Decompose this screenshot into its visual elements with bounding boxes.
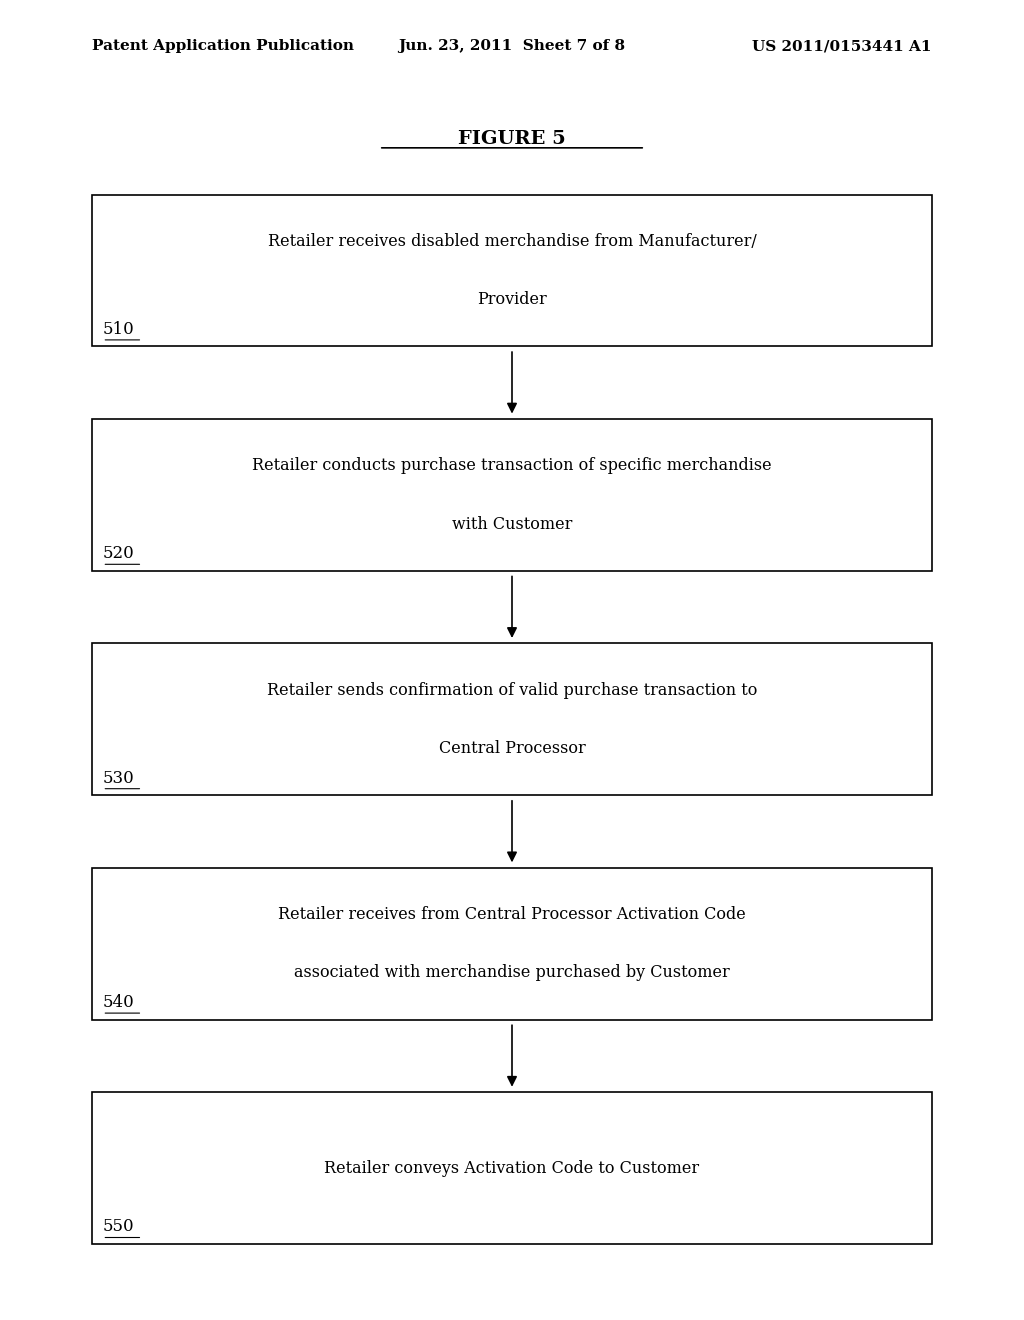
FancyBboxPatch shape <box>92 195 932 346</box>
Text: 510: 510 <box>102 321 134 338</box>
Text: 540: 540 <box>102 994 134 1011</box>
Text: 530: 530 <box>102 770 134 787</box>
Text: with Customer: with Customer <box>452 516 572 532</box>
Text: Retailer conducts purchase transaction of specific merchandise: Retailer conducts purchase transaction o… <box>252 458 772 474</box>
Text: Provider: Provider <box>477 292 547 308</box>
Text: 550: 550 <box>102 1218 134 1236</box>
Text: US 2011/0153441 A1: US 2011/0153441 A1 <box>753 40 932 53</box>
FancyBboxPatch shape <box>92 420 932 570</box>
Text: Retailer conveys Activation Code to Customer: Retailer conveys Activation Code to Cust… <box>325 1160 699 1176</box>
Text: Patent Application Publication: Patent Application Publication <box>92 40 354 53</box>
FancyBboxPatch shape <box>92 1093 932 1243</box>
Text: 520: 520 <box>102 545 134 562</box>
Text: Retailer sends confirmation of valid purchase transaction to: Retailer sends confirmation of valid pur… <box>267 682 757 698</box>
Text: associated with merchandise purchased by Customer: associated with merchandise purchased by… <box>294 965 730 981</box>
Text: Retailer receives from Central Processor Activation Code: Retailer receives from Central Processor… <box>279 907 745 923</box>
Text: FIGURE 5: FIGURE 5 <box>458 129 566 148</box>
FancyBboxPatch shape <box>92 643 932 795</box>
Text: Central Processor: Central Processor <box>438 741 586 756</box>
Text: Retailer receives disabled merchandise from Manufacturer/: Retailer receives disabled merchandise f… <box>267 234 757 249</box>
Text: Jun. 23, 2011  Sheet 7 of 8: Jun. 23, 2011 Sheet 7 of 8 <box>398 40 626 53</box>
FancyBboxPatch shape <box>92 869 932 1020</box>
